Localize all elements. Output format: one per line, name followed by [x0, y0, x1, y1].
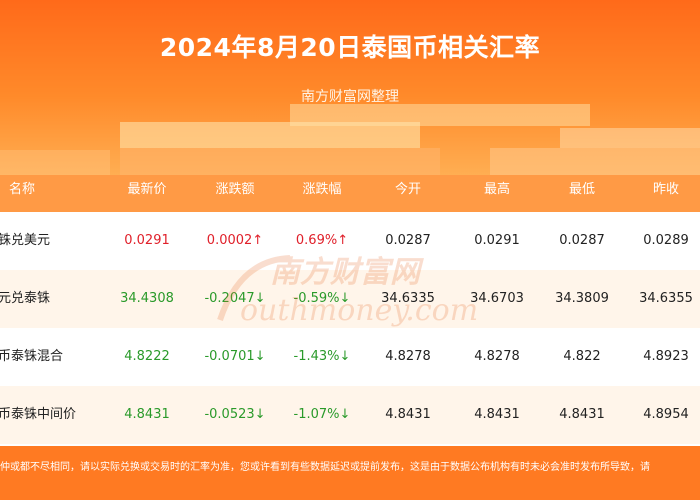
- low-price: 0.0287: [559, 233, 605, 248]
- rate-name: 币泰铢混合: [0, 349, 64, 364]
- prev-close-price: 4.8923: [643, 349, 689, 364]
- column-header-percent: 涨跌幅: [302, 182, 342, 197]
- prev-close-price: 4.8954: [643, 407, 689, 422]
- open-price: 0.0287: [385, 233, 431, 248]
- change-percent: -0.59%↓: [293, 291, 351, 306]
- banner-decoration: [120, 148, 440, 175]
- table-row: 币泰铢中间价 4.8431 -0.0523↓ -1.07%↓ 4.8431 4.…: [0, 386, 700, 444]
- change-amount: -0.0701↓: [204, 349, 266, 364]
- rate-name: 币泰铢中间价: [0, 407, 77, 422]
- latest-price: 4.8222: [124, 349, 170, 364]
- rate-name: 元兑泰铢: [0, 291, 51, 306]
- low-price: 4.8431: [559, 407, 605, 422]
- column-header-change: 涨跌额: [215, 182, 255, 197]
- latest-price: 4.8431: [124, 407, 170, 422]
- disclaimer-text: 仲或都不尽相同，请以实际兑换或交易时的汇率为准，您或许看到有些数据延迟或提前发布…: [0, 462, 650, 473]
- banner-decoration: [0, 150, 110, 175]
- column-header-high: 最高: [483, 182, 510, 197]
- high-price: 34.6703: [470, 291, 524, 306]
- banner-decoration: [290, 104, 590, 126]
- table-header: 名称 最新价 涨跌额 涨跌幅 今开 最高 最低 昨收: [0, 175, 700, 212]
- column-header-low: 最低: [568, 182, 595, 197]
- open-price: 4.8278: [385, 349, 431, 364]
- latest-price: 34.4308: [120, 291, 174, 306]
- open-price: 34.6335: [381, 291, 435, 306]
- prev-close-price: 34.6355: [639, 291, 693, 306]
- change-amount: -0.0523↓: [204, 407, 266, 422]
- high-price: 4.8431: [474, 407, 520, 422]
- latest-price: 0.0291: [124, 233, 170, 248]
- change-percent: -1.43%↓: [293, 349, 351, 364]
- low-price: 4.822: [563, 349, 601, 364]
- column-header-open: 今开: [394, 182, 421, 197]
- high-price: 4.8278: [474, 349, 520, 364]
- change-amount: -0.2047↓: [204, 291, 266, 306]
- banner-decoration: [490, 148, 700, 175]
- change-percent: 0.69%↑: [295, 233, 349, 248]
- column-header-prev-close: 昨收: [652, 182, 679, 197]
- banner-decoration: [120, 122, 420, 148]
- banner: 2024年8月20日泰国币相关汇率 南方财富网整理: [0, 0, 700, 175]
- open-price: 4.8431: [385, 407, 431, 422]
- banner-decoration: [560, 128, 700, 148]
- table-row: 铢兑美元 0.0291 0.0002↑ 0.69%↑ 0.0287 0.0291…: [0, 212, 700, 270]
- change-amount: 0.0002↑: [206, 233, 264, 248]
- column-header-name: 名称: [8, 182, 35, 197]
- high-price: 0.0291: [474, 233, 520, 248]
- table-row: 元兑泰铢 34.4308 -0.2047↓ -0.59%↓ 34.6335 34…: [0, 270, 700, 328]
- change-percent: -1.07%↓: [293, 407, 351, 422]
- rate-name: 铢兑美元: [0, 233, 51, 248]
- page-title: 2024年8月20日泰国币相关汇率: [159, 33, 541, 62]
- page-subtitle: 南方财富网整理: [301, 89, 399, 105]
- column-header-latest: 最新价: [127, 182, 167, 197]
- table-row: 币泰铢混合 4.8222 -0.0701↓ -1.43%↓ 4.8278 4.8…: [0, 328, 700, 386]
- footer-disclaimer: 仲或都不尽相同，请以实际兑换或交易时的汇率为准，您或许看到有些数据延迟或提前发布…: [0, 446, 700, 500]
- prev-close-price: 0.0289: [643, 233, 689, 248]
- low-price: 34.3809: [555, 291, 609, 306]
